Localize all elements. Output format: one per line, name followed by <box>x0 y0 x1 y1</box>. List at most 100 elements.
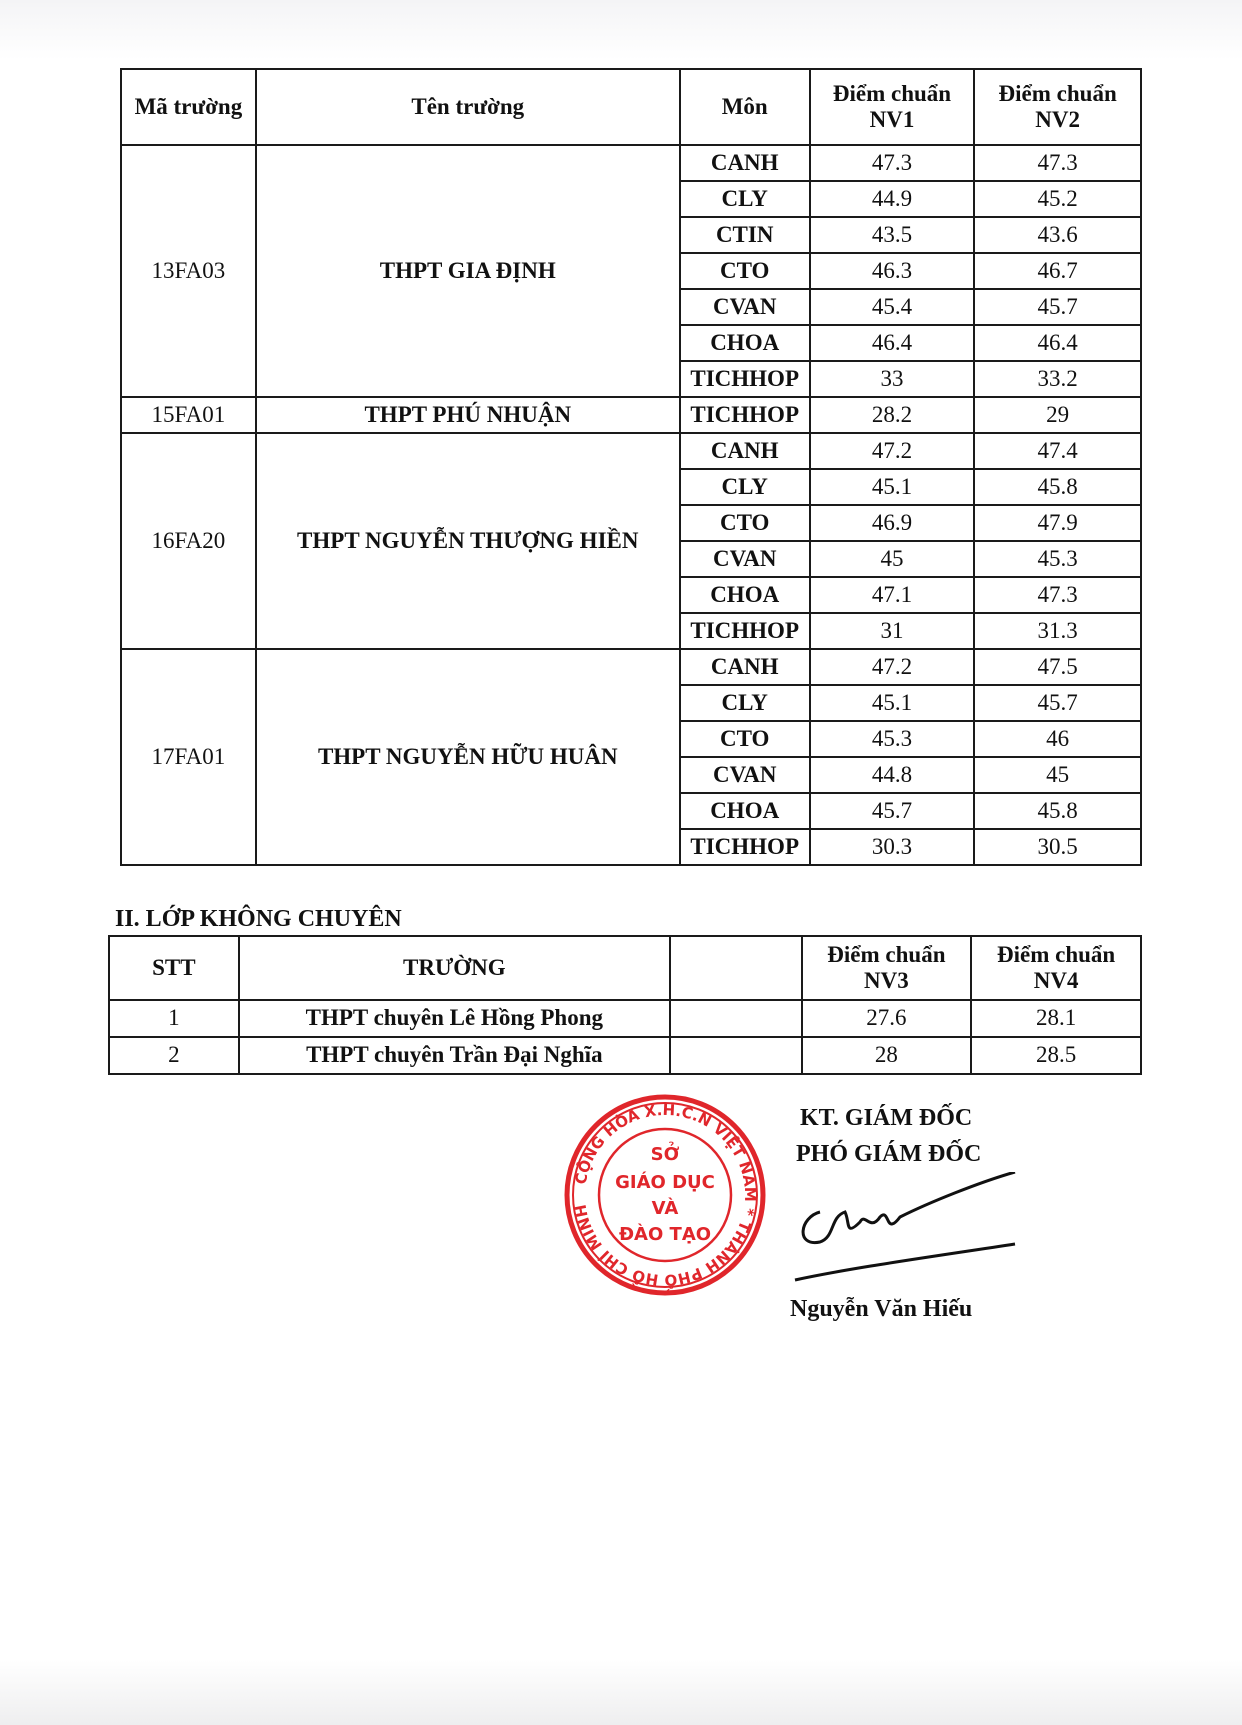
subject: CLY <box>678 180 811 218</box>
header-school: TRƯỜNG <box>237 935 671 1001</box>
cutoff-nv2: 31.3 <box>973 612 1142 650</box>
cutoff-nv2: 47.3 <box>973 576 1142 614</box>
header-school-name: Tên trường <box>254 68 681 146</box>
subject: TICHHOP <box>678 360 811 398</box>
school-name: THPT chuyên Lê Hồng Phong <box>237 999 671 1038</box>
table-row: CVAN 45 45.3 <box>121 540 1142 578</box>
header-school-code: Mã trường <box>120 68 257 146</box>
cutoff-nv2: 29 <box>973 396 1142 434</box>
header-nv4: Điểm chuẩn NV4 <box>970 935 1142 1001</box>
signature-title-line2: PHÓ GIÁM ĐỐC <box>796 1141 982 1167</box>
cutoff-nv1: 28.2 <box>808 396 976 434</box>
subject: TICHHOP <box>678 828 811 866</box>
table-row: CTO 45.3 46 <box>121 720 1142 758</box>
table-row: CVAN 44.8 45 <box>121 756 1142 794</box>
svg-text:GIÁO DỤC: GIÁO DỤC <box>615 1171 715 1193</box>
cutoff-nv2: 43.6 <box>973 216 1142 254</box>
table-row: TICHHOP 31 31.3 <box>121 612 1142 650</box>
blank-cell <box>668 999 803 1038</box>
cutoff-nv1: 45.1 <box>808 684 976 722</box>
cutoff-nv1: 47.2 <box>808 432 976 470</box>
table-row: CVAN 45.4 45.7 <box>121 288 1142 326</box>
header-stt: STT <box>108 935 240 1001</box>
table-header-row: Mã trường Tên trường Môn Điểm chuẩn NV1 Đ… <box>120 68 1142 146</box>
subject: TICHHOP <box>678 396 811 434</box>
cutoff-nv1: 31 <box>808 612 976 650</box>
table-row: 13FA03 THPT GIA ĐỊNH CANH 47.3 47.3 <box>120 144 1142 398</box>
table-row: TICHHOP 30.3 30.5 <box>121 828 1142 866</box>
table-row: CHOA 46.4 46.4 <box>121 324 1142 362</box>
table-header-row: STT TRƯỜNG Điểm chuẩn NV3 Điểm chuẩn NV4 <box>108 935 1142 1001</box>
subject: CANH <box>678 144 811 182</box>
header-nv2: Điểm chuẩn NV2 <box>973 68 1142 146</box>
school-name: THPT chuyên Trần Đại Nghĩa <box>237 1036 671 1075</box>
svg-text:SỞ: SỞ <box>651 1141 680 1165</box>
subject: CHOA <box>678 576 811 614</box>
cutoff-nv2: 45.8 <box>973 792 1142 830</box>
table-row: CTO 46.3 46.7 <box>121 252 1142 290</box>
cutoff-nv1: 46.4 <box>808 324 976 362</box>
subject: CLY <box>678 468 811 506</box>
school-name: THPT NGUYỄN HỮU HUÂN <box>254 648 681 866</box>
cutoff-nv3: 27.6 <box>800 999 973 1038</box>
table-row: 2 THPT chuyên Trần Đại Nghĩa 28 28.5 <box>108 1036 1142 1075</box>
subject: CLY <box>678 684 811 722</box>
table-row: CTIN 43.5 43.6 <box>121 216 1142 254</box>
cutoff-nv3: 28 <box>800 1036 973 1075</box>
cutoff-nv1: 47.2 <box>808 648 976 686</box>
cutoff-nv2: 47.5 <box>973 648 1142 686</box>
cutoff-nv1: 43.5 <box>808 216 976 254</box>
row-number: 1 <box>108 999 240 1038</box>
cutoff-nv2: 47.9 <box>973 504 1142 542</box>
table-row: CLY 45.1 45.8 <box>121 468 1142 506</box>
blank-cell <box>668 1036 803 1075</box>
subject: CHOA <box>678 792 811 830</box>
specialized-cutoff-table: Mã trường Tên trường Môn Điểm chuẩn NV1 Đ… <box>120 68 1142 866</box>
header-nv1: Điểm chuẩn NV1 <box>808 68 976 146</box>
school-code: 13FA03 <box>120 144 257 398</box>
school-code: 15FA01 <box>120 396 257 434</box>
table-row: CLY 44.9 45.2 <box>121 180 1142 218</box>
table-row: 1 THPT chuyên Lê Hồng Phong 27.6 28.1 <box>108 999 1142 1038</box>
subject: CVAN <box>678 540 811 578</box>
cutoff-nv1: 45 <box>808 540 976 578</box>
cutoff-nv1: 33 <box>808 360 976 398</box>
school-code: 16FA20 <box>120 432 257 650</box>
cutoff-nv2: 46 <box>973 720 1142 758</box>
cutoff-nv1: 45.1 <box>808 468 976 506</box>
subject: CTIN <box>678 216 811 254</box>
row-number: 2 <box>108 1036 240 1075</box>
table-row: 16FA20 THPT NGUYỄN THƯỢNG HIỀN CANH 47.2 47.… <box>120 432 1142 650</box>
subject: CANH <box>678 648 811 686</box>
cutoff-nv4: 28.5 <box>970 1036 1142 1075</box>
table-row: TICHHOP 33 33.2 <box>121 360 1142 398</box>
school-code: 17FA01 <box>120 648 257 866</box>
subject: CTO <box>678 504 811 542</box>
school-name: THPT GIA ĐỊNH <box>254 144 681 398</box>
subject: CANH <box>678 432 811 470</box>
table-row: CHOA 47.1 47.3 <box>121 576 1142 614</box>
cutoff-nv1: 44.8 <box>808 756 976 794</box>
cutoff-nv1: 45.7 <box>808 792 976 830</box>
subject: CTO <box>678 720 811 758</box>
cutoff-nv1: 46.9 <box>808 504 976 542</box>
svg-text:VÀ: VÀ <box>652 1197 679 1219</box>
cutoff-nv1: 46.3 <box>808 252 976 290</box>
subject: CVAN <box>678 756 811 794</box>
cutoff-nv1: 45.3 <box>808 720 976 758</box>
cutoff-nv1: 30.3 <box>808 828 976 866</box>
signature-title-line1: KT. GIÁM ĐỐC <box>800 1105 973 1131</box>
table-row: CLY 45.1 45.7 <box>121 684 1142 722</box>
cutoff-nv2: 46.4 <box>973 324 1142 362</box>
table-row: CHOA 45.7 45.8 <box>121 792 1142 830</box>
cutoff-nv2: 47.3 <box>973 144 1142 182</box>
cutoff-nv1: 44.9 <box>808 180 976 218</box>
subject: TICHHOP <box>678 612 811 650</box>
subject: CTO <box>678 252 811 290</box>
non-specialized-cutoff-table: STT TRƯỜNG Điểm chuẩn NV3 Điểm chuẩn NV4 1… <box>108 935 1142 1075</box>
table-row: CTO 46.9 47.9 <box>121 504 1142 542</box>
cutoff-nv1: 45.4 <box>808 288 976 326</box>
cutoff-nv2: 45.3 <box>973 540 1142 578</box>
cutoff-nv2: 45.7 <box>973 288 1142 326</box>
